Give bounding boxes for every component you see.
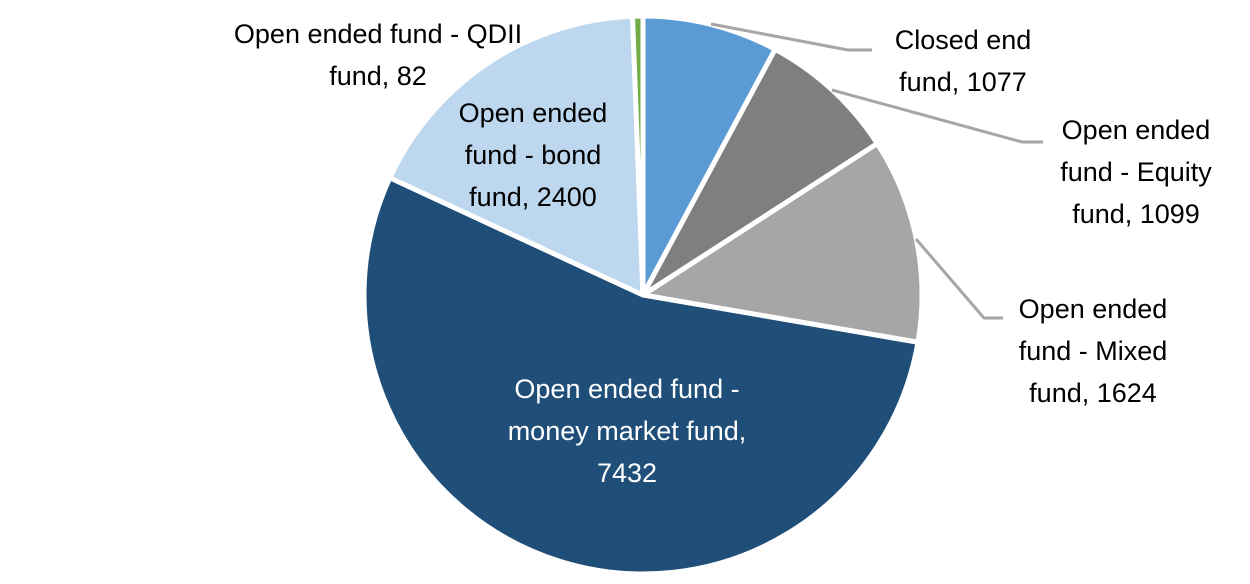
label-equity-fund: Open ended fund - Equity fund, 1099 — [1060, 109, 1212, 235]
label-line: fund - bond — [464, 140, 602, 170]
label-line: fund, 82 — [329, 61, 427, 91]
label-closed-end-fund: Closed end fund, 1077 — [895, 19, 1032, 103]
label-line: Open ended — [1018, 294, 1168, 324]
label-line: Open ended fund - — [514, 374, 740, 404]
pie-slice-open-ended-fund-bond-fund — [387, 13, 646, 298]
pie-slice-open-ended-fund-money-market-fund — [361, 175, 921, 577]
label-line: fund, 1099 — [1072, 199, 1200, 229]
label-line: Open ended — [458, 98, 608, 128]
label-qdii-fund: Open ended fund - QDII fund, 82 — [234, 13, 522, 97]
pie-slices — [361, 13, 925, 577]
leader-lines — [710, 22, 1043, 320]
label-money-market-fund: Open ended fund - money market fund, 743… — [508, 368, 747, 494]
label-line: fund - Mixed — [1018, 336, 1168, 366]
label-line: 7432 — [596, 458, 658, 488]
leader-line-closed-end-fund — [710, 22, 872, 52]
label-line: fund - Equity — [1060, 157, 1212, 187]
pie-slice-open-ended-fund-qdii-fund — [630, 13, 646, 298]
label-line: Open ended — [1061, 115, 1211, 145]
label-line: Open ended fund - QDII — [233, 19, 523, 49]
leader-line-equity-fund — [831, 88, 1043, 144]
label-line: Closed end — [894, 25, 1032, 55]
label-mixed-fund: Open ended fund - Mixed fund, 1624 — [1019, 288, 1168, 414]
label-line: money market fund, — [507, 416, 747, 446]
label-line: fund, 1077 — [899, 67, 1027, 97]
label-bond-fund: Open ended fund - bond fund, 2400 — [459, 92, 608, 218]
label-line: fund, 2400 — [469, 182, 597, 212]
label-line: fund, 1624 — [1029, 378, 1157, 408]
leader-line-mixed-fund — [914, 238, 1003, 320]
